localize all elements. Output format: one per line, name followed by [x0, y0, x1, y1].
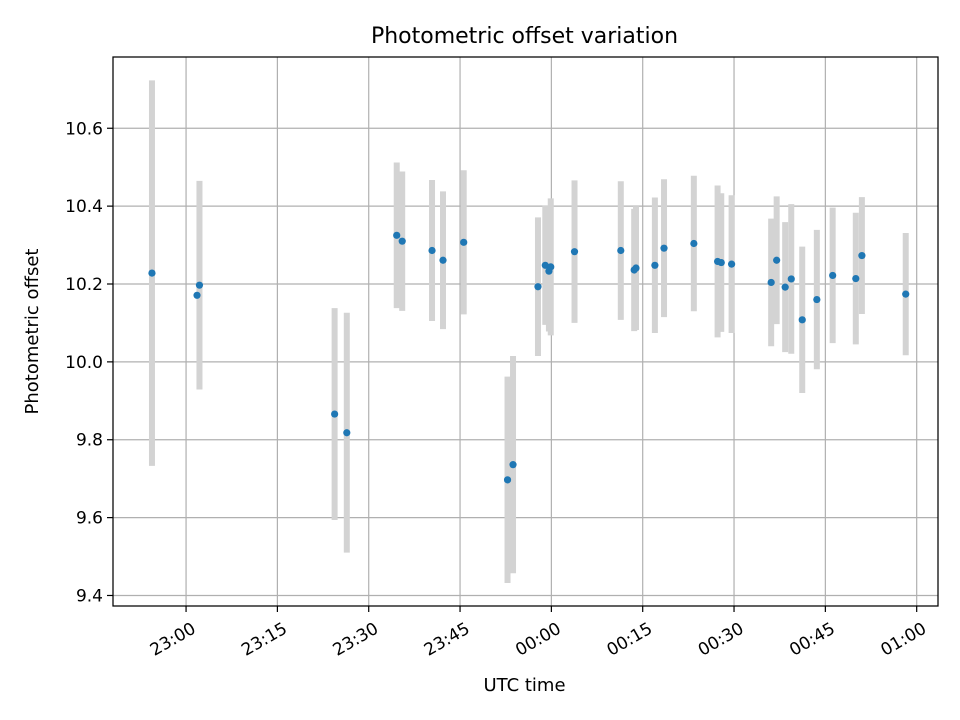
- data-point: [398, 237, 406, 245]
- y-tick-label: 10.4: [65, 197, 103, 217]
- data-point: [787, 275, 795, 283]
- data-point: [852, 274, 860, 283]
- data-point: [651, 261, 659, 269]
- data-point: [632, 264, 640, 272]
- data-point: [428, 246, 436, 255]
- grid-lines: [113, 57, 938, 606]
- data-point: [829, 271, 837, 280]
- data-point: [858, 251, 866, 260]
- data-point: [534, 283, 542, 291]
- data-point: [509, 461, 517, 469]
- plot-frame: [112, 56, 939, 607]
- data-point: [193, 291, 201, 299]
- data-point: [541, 261, 549, 269]
- data-point: [148, 269, 156, 277]
- data-point: [798, 316, 806, 324]
- y-tick-label: 9.8: [76, 431, 103, 451]
- y-tick-label: 9.4: [76, 586, 103, 606]
- data-point: [773, 256, 781, 264]
- y-axis-ticks: 9.4 9.6 9.8 10.0 10.2 10.4 10.6: [65, 119, 113, 606]
- y-axis-label: Photometric offset: [22, 249, 43, 415]
- data-point: [460, 238, 468, 246]
- y-tick-label: 10.2: [65, 275, 103, 295]
- data-point: [570, 248, 579, 256]
- data-point: [503, 476, 512, 484]
- y-tick-label: 10.6: [65, 119, 103, 139]
- data-point: [547, 263, 555, 271]
- data-point: [902, 290, 910, 298]
- data-point: [717, 258, 725, 267]
- y-tick-label: 10.0: [65, 353, 103, 373]
- data-point: [343, 429, 351, 437]
- y-tick-label: 9.6: [76, 509, 103, 529]
- data-points: [148, 231, 910, 484]
- data-point: [617, 246, 625, 255]
- data-point: [331, 410, 339, 418]
- data-point: [195, 281, 204, 289]
- data-point: [439, 256, 447, 264]
- data-point: [781, 283, 789, 291]
- data-point: [767, 278, 775, 287]
- data-point: [813, 295, 821, 304]
- data-point: [660, 244, 668, 252]
- data-point: [393, 231, 401, 239]
- chart-title: Photometric offset variation: [371, 24, 678, 49]
- data-point: [690, 239, 698, 248]
- data-point: [727, 260, 736, 268]
- x-axis-label: UTC time: [483, 675, 565, 696]
